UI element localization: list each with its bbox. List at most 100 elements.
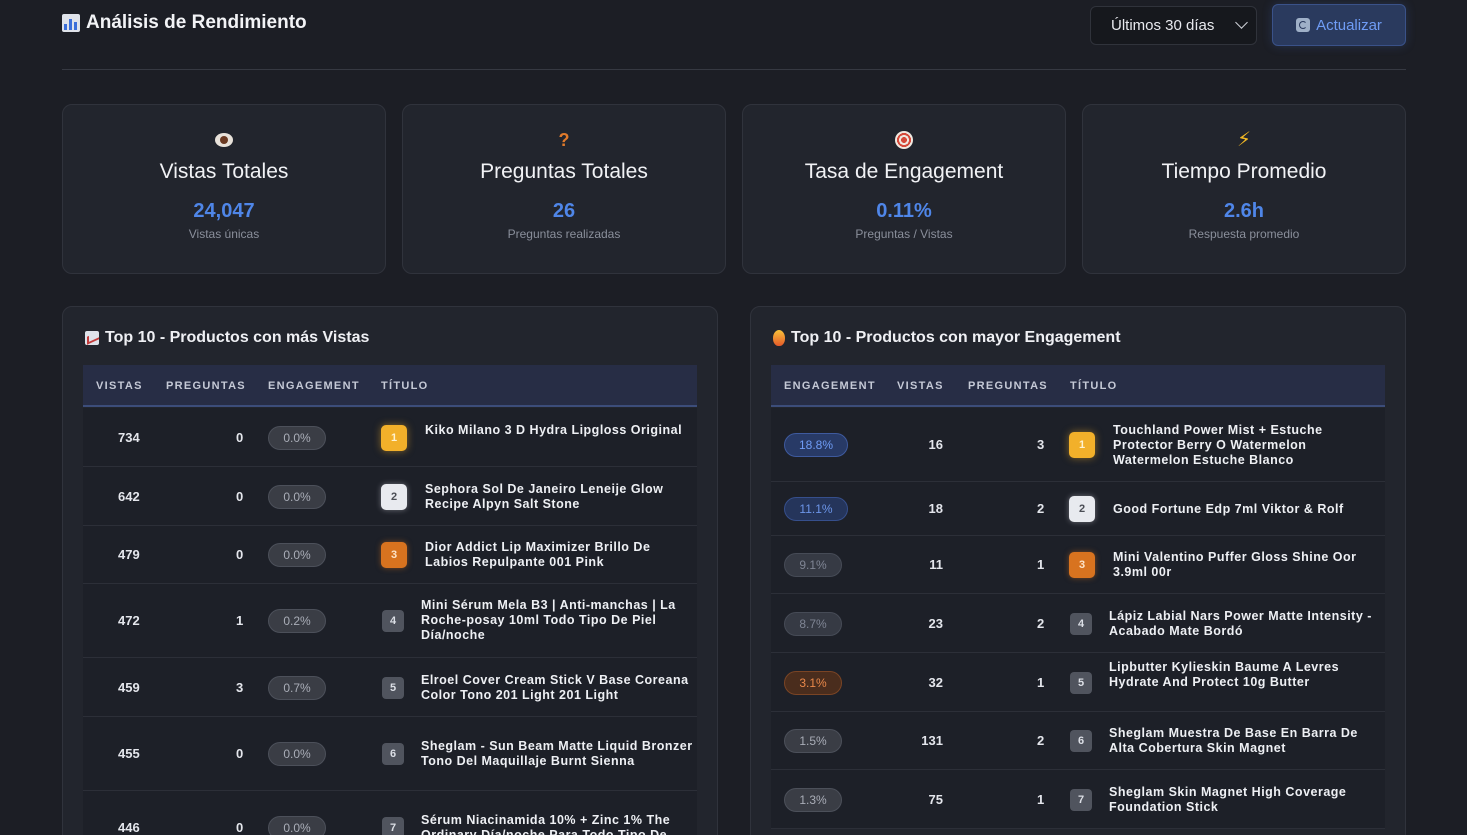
engagement-badge: 0.7%: [268, 675, 326, 700]
questions-cell: 0: [236, 488, 244, 504]
panel-title: Top 10 - Productos con mayor Engagement: [773, 329, 1121, 347]
stat-label: Preguntas Totales: [480, 160, 648, 183]
engagement-badge: 1.3%: [784, 787, 842, 812]
page-title: Análisis de Rendimiento: [62, 12, 307, 34]
product-title[interactable]: Elroel Cover Cream Stick V Base Coreana …: [421, 672, 689, 702]
questions-cell: 2: [1037, 615, 1045, 631]
column-header[interactable]: TÍTULO: [381, 380, 429, 392]
engagement-badge: 0.0%: [268, 425, 326, 450]
product-title[interactable]: Sheglam - Sun Beam Matte Liquid Bronzer …: [421, 739, 693, 768]
column-header[interactable]: TÍTULO: [1070, 380, 1118, 392]
chevron-down-icon: [1235, 16, 1248, 29]
table-row[interactable]: 1.5% 131 2 6 Sheglam Muestra De Base En Barr…: [771, 712, 1385, 770]
stat-value: 2.6h: [1223, 200, 1265, 222]
table-row[interactable]: 734 0 0.0% 1 Kiko Milano 3 D Hydra Lipgloss …: [83, 408, 697, 467]
table-row[interactable]: 8.7% 23 2 4 Lápiz Labial Nars Power Matte In…: [771, 594, 1385, 653]
views-cell: 734: [118, 429, 140, 445]
page-header: Análisis de Rendimiento Últimos 30 días …: [62, 0, 1406, 70]
stat-card-avg-time: ⚡ Tiempo Promedio 2.6h Respuesta promedi…: [1082, 104, 1406, 274]
rank-badge: 6: [382, 743, 404, 765]
product-title[interactable]: Kiko Milano 3 D Hydra Lipgloss Original: [425, 422, 683, 437]
questions-cell: 3: [1037, 437, 1045, 452]
rank-badge: 7: [1070, 788, 1092, 811]
engagement-badge: 0.0%: [268, 742, 326, 766]
questions-cell: 0: [236, 429, 244, 445]
table-row[interactable]: 455 0 0.0% 6 Sheglam - Sun Beam Matte Liquid…: [83, 717, 697, 791]
column-header[interactable]: ENGAGEMENT: [784, 380, 876, 392]
table-row[interactable]: 1.3% 75 1 7 Sheglam Skin Magnet High Coverag…: [771, 770, 1385, 829]
product-title[interactable]: Sheglam Muestra De Base En Barra De Alta…: [1109, 726, 1358, 755]
table-row[interactable]: 9.1% 11 1 3 Mini Valentino Puffer Gloss Shin…: [771, 536, 1385, 594]
views-cell: 472: [118, 613, 140, 628]
engagement-badge: 18.8%: [784, 433, 848, 457]
question-icon: ?: [558, 130, 570, 150]
questions-cell: 1: [1037, 674, 1045, 690]
views-cell: 642: [118, 488, 140, 504]
date-range-value: Últimos 30 días: [1111, 17, 1215, 34]
table-row[interactable]: 642 0 0.0% 2 Sephora Sol De Janeiro Leneije …: [83, 467, 697, 526]
date-range-select[interactable]: Últimos 30 días: [1090, 6, 1257, 45]
table-row[interactable]: 472 1 0.2% 4 Mini Sérum Mela B3 | Anti-manch…: [83, 584, 697, 658]
column-header[interactable]: VISTAS: [897, 380, 944, 392]
views-cell: 16: [928, 437, 943, 452]
panel-title-text: Top 10 - Productos con mayor Engagement: [791, 329, 1121, 346]
table-row[interactable]: 459 3 0.7% 5 Elroel Cover Cream Stick V Base…: [83, 658, 697, 717]
product-title[interactable]: Sephora Sol De Janeiro Leneije Glow Reci…: [425, 481, 664, 511]
rank-badge: 4: [1070, 612, 1092, 635]
table-row[interactable]: 11.1% 18 2 2 Good Fortune Edp 7ml Viktor & R…: [771, 482, 1385, 536]
table-header: ENGAGEMENT VISTAS PREGUNTAS TÍTULO: [771, 365, 1385, 407]
views-cell: 479: [118, 547, 140, 562]
refresh-button[interactable]: Actualizar: [1272, 4, 1406, 46]
views-cell: 446: [118, 820, 140, 835]
table-row[interactable]: 3.1% 32 1 5 Lipbutter Kylieskin Baume A Levr…: [771, 653, 1385, 712]
questions-cell: 2: [1037, 733, 1045, 748]
product-title[interactable]: Mini Sérum Mela B3 | Anti-manchas | La R…: [421, 598, 676, 642]
stat-value: 0.11%: [876, 200, 932, 222]
questions-cell: 1: [236, 613, 244, 628]
eye-icon: [215, 133, 233, 147]
product-title[interactable]: Good Fortune Edp 7ml Viktor & Rolf: [1113, 501, 1344, 516]
rank-badge: 2: [381, 483, 407, 510]
stat-label: Tiempo Promedio: [1161, 160, 1327, 183]
column-header[interactable]: PREGUNTAS: [166, 380, 246, 392]
questions-cell: 0: [236, 820, 244, 835]
product-title[interactable]: Sérum Niacinamida 10% + Zinc 1% The Ordi…: [421, 813, 671, 835]
table-header: VISTAS PREGUNTAS ENGAGEMENT TÍTULO: [83, 365, 697, 407]
engagement-badge: 0.0%: [268, 484, 326, 509]
product-title[interactable]: Mini Valentino Puffer Gloss Shine Oor 3.…: [1113, 550, 1357, 579]
product-title[interactable]: Touchland Power Mist + Estuche Protector…: [1113, 422, 1323, 467]
views-cell: 11: [929, 557, 943, 572]
stat-label: Vistas Totales: [159, 160, 289, 183]
engagement-badge: 1.5%: [784, 729, 842, 753]
trend-chart-icon: [85, 331, 99, 345]
questions-cell: 1: [1037, 557, 1045, 572]
top-views-panel: Top 10 - Productos con más Vistas VISTAS…: [62, 306, 718, 835]
product-title[interactable]: Sheglam Skin Magnet High Coverage Founda…: [1109, 784, 1347, 814]
fire-icon: [773, 330, 785, 346]
column-header[interactable]: ENGAGEMENT: [268, 380, 360, 392]
table-row[interactable]: 479 0 0.0% 3 Dior Addict Lip Maximizer Brill…: [83, 526, 697, 584]
table-row[interactable]: 446 0 0.0% 7 Sérum Niacinamida 10% + Zinc 1%…: [83, 791, 697, 835]
table-row[interactable]: 18.8% 16 3 1 Touchland Power Mist + Estuche …: [771, 408, 1385, 482]
rank-badge: 7: [382, 817, 404, 835]
stat-card-views: Vistas Totales 24,047 Vistas únicas: [62, 104, 386, 274]
lightning-icon: ⚡: [1236, 129, 1252, 151]
engagement-badge: 11.1%: [784, 497, 848, 521]
questions-cell: 3: [236, 679, 244, 695]
column-header[interactable]: PREGUNTAS: [968, 380, 1048, 392]
rank-badge: 6: [1070, 730, 1092, 752]
questions-cell: 0: [236, 547, 244, 562]
stat-sub: Preguntas realizadas: [507, 227, 621, 241]
stat-label: Tasa de Engagement: [804, 160, 1004, 183]
bar-chart-icon: [62, 14, 80, 32]
rank-badge: 1: [381, 424, 407, 451]
target-icon: [895, 131, 913, 149]
column-header[interactable]: VISTAS: [96, 380, 143, 392]
engagement-badge: 8.7%: [784, 611, 842, 636]
product-title[interactable]: Lipbutter Kylieskin Baume A Levres Hydra…: [1109, 660, 1340, 689]
panel-title: Top 10 - Productos con más Vistas: [85, 329, 369, 347]
product-title[interactable]: Lápiz Labial Nars Power Matte Intensity …: [1109, 608, 1372, 638]
product-title[interactable]: Dior Addict Lip Maximizer Brillo De Labi…: [425, 540, 651, 569]
top-engagement-panel: Top 10 - Productos con mayor Engagement …: [750, 306, 1406, 835]
stat-sub: Vistas únicas: [188, 227, 260, 241]
